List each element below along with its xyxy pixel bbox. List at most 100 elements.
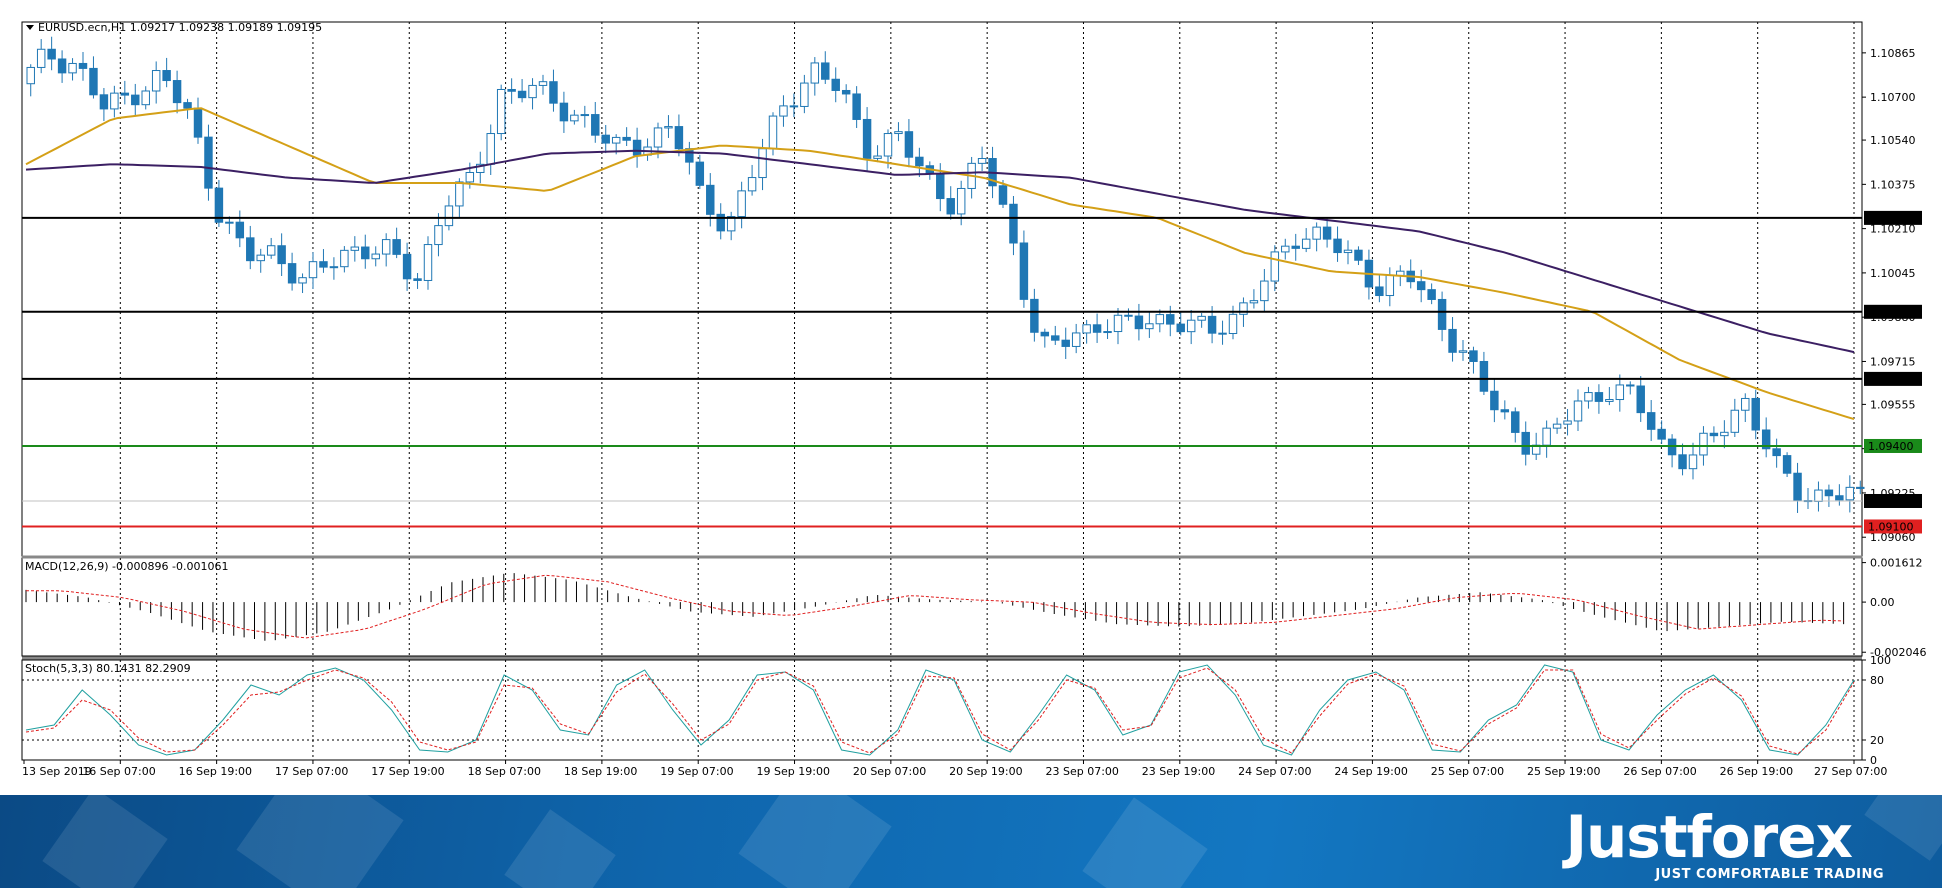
candle-body (1291, 245, 1300, 249)
candle-body (131, 94, 140, 106)
candle-body (1636, 385, 1645, 414)
price-tick-label: 1.09715 (1870, 355, 1916, 368)
stoch-tick-label: 100 (1870, 654, 1891, 667)
candle-body (371, 253, 380, 260)
moving-average-slow (25, 149, 1855, 354)
candle-body (622, 136, 631, 141)
candle-body (1469, 350, 1478, 362)
candle-body (1657, 428, 1666, 440)
candle-body (1709, 432, 1719, 437)
stoch-tick-label: 80 (1870, 674, 1884, 687)
candle-body (26, 66, 35, 85)
candle-body (1793, 472, 1802, 502)
candle-body (1040, 331, 1050, 337)
candle-body (758, 148, 767, 179)
candle-body (841, 89, 851, 95)
macd-tick-label: 0.00 (1870, 596, 1895, 609)
candle-body (873, 155, 882, 159)
price-tick-label: 1.10540 (1870, 134, 1916, 147)
candle-body (1124, 314, 1133, 317)
candle-body (496, 88, 506, 135)
candle-body (883, 133, 893, 157)
candle-body (172, 80, 182, 104)
x-tick-label: 27 Sep 07:00 (1814, 765, 1887, 778)
candle-body (1615, 384, 1625, 401)
pane-frame-1 (21, 21, 1863, 557)
candle-body (266, 245, 276, 256)
price-tick-label: 1.10700 (1870, 91, 1916, 104)
candle-body (89, 67, 98, 96)
candle-body (653, 127, 663, 148)
candle-body (1061, 339, 1070, 347)
candle-body (1249, 300, 1259, 304)
candle-body (1437, 298, 1447, 330)
candle-body (329, 266, 339, 269)
price-tick-label: 1.10375 (1870, 178, 1916, 191)
candle-body (1281, 245, 1290, 253)
candle-body (1322, 226, 1332, 240)
stoch-header: Stoch(5,3,3) 80.1431 82.2909 (25, 662, 191, 675)
candle-body (392, 239, 401, 255)
candle-body (1521, 431, 1530, 455)
macd-tick-label: -0.002046 (1870, 646, 1926, 659)
x-tick-label: 18 Sep 19:00 (564, 765, 637, 778)
x-tick-label: 19 Sep 19:00 (757, 765, 830, 778)
x-tick-label: 20 Sep 07:00 (853, 765, 926, 778)
candle-body (193, 107, 203, 138)
candle-body (716, 213, 725, 232)
pane-frame-3 (21, 659, 1863, 761)
x-tick-label: 25 Sep 19:00 (1527, 765, 1600, 778)
candle-body (1824, 489, 1834, 497)
candle-body (214, 187, 224, 223)
candle-body (225, 221, 234, 224)
candle-body (1448, 328, 1457, 353)
candle-body (465, 171, 475, 183)
moving-average-fast (25, 107, 1855, 421)
candle-body (204, 136, 213, 189)
candle-body (183, 102, 192, 109)
candle-body (434, 225, 443, 246)
candle-body (570, 114, 579, 122)
x-tick-label: 24 Sep 07:00 (1238, 765, 1311, 778)
candle-body (340, 249, 349, 268)
current-price-tag (1864, 493, 1922, 508)
candle-body (1312, 226, 1321, 240)
candle-body (151, 70, 161, 92)
candle-body (423, 244, 433, 281)
candle-body (78, 62, 88, 69)
candle-body (1646, 412, 1656, 430)
candle-body (141, 90, 150, 106)
candle-body (1678, 454, 1687, 470)
candle-body (1082, 324, 1091, 334)
level-tag-label: 1.10250 (1868, 212, 1914, 225)
candle-body (894, 131, 903, 135)
candle-body (1761, 429, 1771, 450)
level-tag-label: 1.09400 (1868, 440, 1914, 453)
candle-body (47, 48, 56, 60)
candle-body (549, 81, 558, 104)
brand-tagline: JUST COMFORTABLE TRADING (1655, 867, 1884, 882)
candle-body (1720, 431, 1729, 437)
candle-body (1479, 360, 1489, 392)
candle-body (476, 163, 485, 173)
candle-body (1688, 454, 1698, 470)
candle-body (120, 92, 130, 96)
candle-body (611, 136, 621, 144)
candle-body (1019, 242, 1029, 300)
candle-body (1166, 314, 1175, 325)
x-tick-label: 13 Sep 2019 (22, 765, 92, 778)
justforex-logo: Justforex (1565, 803, 1853, 871)
x-tick-label: 20 Sep 19:00 (949, 765, 1022, 778)
candle-body (747, 177, 757, 192)
candle-body (862, 118, 872, 159)
x-tick-label: 19 Sep 07:00 (660, 765, 733, 778)
candle-body (1333, 238, 1342, 254)
candle-body (936, 173, 945, 200)
candle-body (1563, 420, 1572, 425)
level-tag (1864, 210, 1922, 225)
candle-body (1458, 350, 1468, 353)
candle-body (1134, 315, 1144, 330)
candle-body (1626, 384, 1635, 387)
x-tick-label: 24 Sep 19:00 (1334, 765, 1407, 778)
